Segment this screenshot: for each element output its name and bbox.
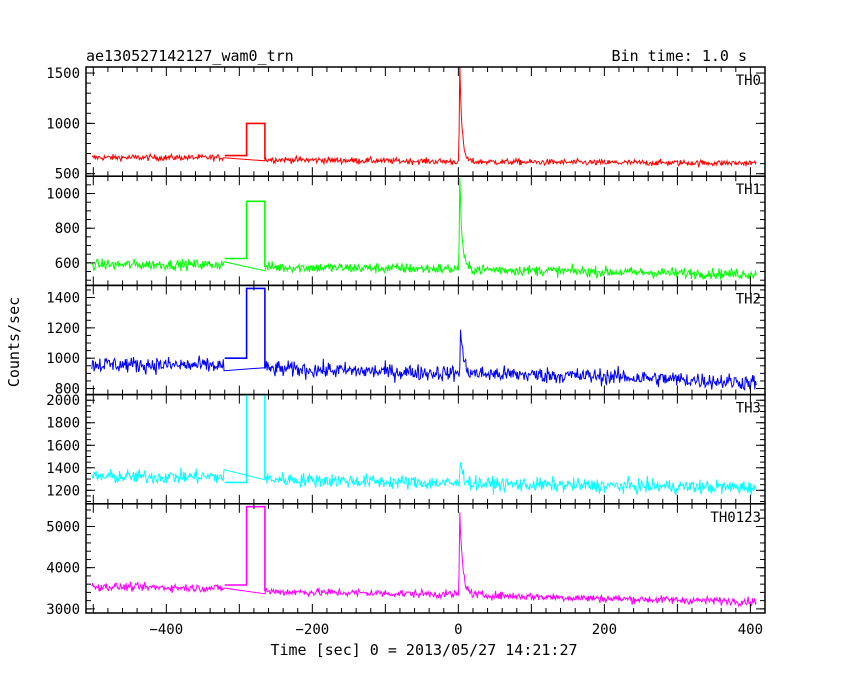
series-line-th3: [91, 462, 757, 496]
y-tick-label: 1000: [46, 187, 80, 203]
gap-step-th1: [224, 200, 266, 267]
panel-th0123: 3000 4000 5000 TH0123: [46, 503, 766, 618]
y-tick-label: 1200: [46, 321, 80, 337]
y-tick-label: 1000: [46, 351, 80, 367]
x-axis-label: Time [sec] 0 = 2013/05/27 14:21:27: [270, 641, 577, 659]
series-line-th0: [91, 67, 757, 169]
panel-label: TH2: [736, 291, 761, 307]
x-tick-label: 0: [454, 622, 462, 638]
y-tick-label: 1000: [46, 116, 80, 132]
y-tick-label: 1600: [46, 438, 80, 454]
panel-label: TH0: [736, 73, 761, 89]
panel-th1: 600 800 1000 TH1: [46, 175, 766, 287]
y-tick-label: 600: [55, 256, 80, 272]
panel-label: TH3: [736, 401, 761, 417]
panel-th3: 1200 1400 1600 1800 2000 TH3: [46, 393, 766, 505]
panel-th2: 800 1000 1200 1400 TH2: [46, 284, 766, 398]
gap-step-th3: [224, 394, 266, 484]
y-tick-label: 5000: [46, 519, 80, 535]
panels-group: 500 1000 1500 TH0 600 800 1000 TH1 800 1000 1200 14…: [46, 66, 766, 638]
gap-step-th0123: [224, 505, 266, 592]
series-line-th2: [91, 329, 757, 392]
x-tick-label: −400: [149, 622, 183, 638]
y-axis-label: Counts/sec: [5, 297, 23, 387]
chart-title: ae130527142127_wam0_trn: [86, 47, 294, 65]
panel-frame: [85, 503, 766, 614]
y-tick-label: 500: [55, 167, 80, 183]
y-tick-label: 1500: [46, 66, 80, 82]
panel-th0: 500 1000 1500 TH0: [46, 66, 766, 183]
series-line-th1: [91, 177, 757, 281]
y-tick-label: 1200: [46, 483, 80, 499]
x-tick-label: 200: [592, 622, 617, 638]
y-tick-label: 4000: [46, 561, 80, 577]
chart-subtitle: Bin time: 1.0 s: [612, 47, 747, 65]
series-line-th0123: [91, 512, 757, 608]
y-tick-label: 1800: [46, 416, 80, 432]
panel-frame: [85, 393, 766, 505]
gap-step-th2: [224, 287, 266, 369]
y-tick-label: 2000: [46, 393, 80, 409]
panel-label: TH0123: [710, 510, 761, 526]
y-tick-label: 3000: [46, 602, 80, 618]
y-tick-label: 800: [55, 221, 80, 237]
gap-step-th0: [224, 122, 266, 160]
y-tick-label: 1400: [46, 291, 80, 307]
x-tick-label: 400: [738, 622, 763, 638]
y-tick-label: 1400: [46, 461, 80, 477]
y-tick-label: 800: [55, 382, 80, 398]
panel-label: TH1: [736, 182, 761, 198]
x-tick-label: −200: [295, 622, 329, 638]
